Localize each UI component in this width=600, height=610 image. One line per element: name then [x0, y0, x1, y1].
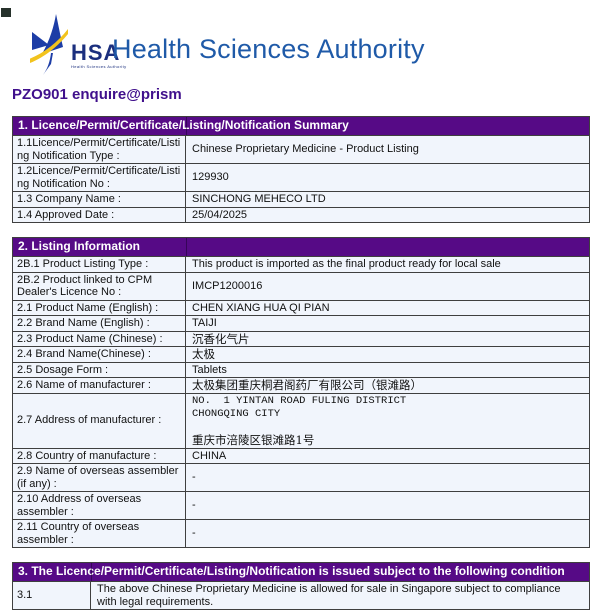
corner-artifact — [1, 8, 11, 17]
section: 2. Listing Information 2B.1 Product List… — [12, 237, 590, 548]
row-value: 129930 — [192, 171, 229, 184]
table-row: 2B.1 Product Listing Type : This product… — [13, 256, 589, 272]
row-label: 2B.2 Product linked to CPM Dealer's Lice… — [13, 272, 186, 300]
document-body: 1. Licence/Permit/Certificate/Listing/No… — [12, 116, 590, 610]
row-value: SINCHONG MEHECO LTD — [192, 193, 326, 205]
hsa-wordmark: HSA Health Sciences Authority — [71, 42, 127, 69]
row-label: 2.7 Address of manufacturer : — [13, 393, 186, 448]
hsa-acronym: HSA — [71, 40, 121, 65]
row-value: 沉香化气片 — [192, 331, 250, 346]
row-label: 2.10 Address of overseas assembler : — [13, 492, 186, 519]
row-value: CHINA — [192, 449, 227, 462]
row-value: 太极 — [192, 347, 215, 361]
table-row: 2B.2 Product linked to CPM Dealer's Lice… — [13, 271, 589, 300]
row-label: 2.5 Dosage Form : — [13, 362, 186, 377]
row-value: 太极集团重庆桐君阁药厂有限公司（银滩路） — [192, 378, 422, 392]
table-row: 1.3 Company Name : SINCHONG MEHECO LTD — [13, 191, 589, 207]
row-label: 1.3 Company Name : — [13, 192, 186, 207]
section: 3. The Licence/Permit/Certificate/Listin… — [12, 562, 590, 610]
row-value: Chinese Proprietary Medicine - Product L… — [192, 143, 419, 156]
table-row: 2.11 Country of overseas assembler : - — [13, 519, 589, 547]
row-value: IMCP1200016 — [192, 279, 263, 292]
row-label: 3.1 — [13, 582, 91, 609]
row-label: 2.9 Name of overseas assembler (if any) … — [13, 464, 186, 491]
table-row: 1.4 Approved Date : 25/04/2025 — [13, 206, 589, 222]
row-value: - — [192, 527, 196, 540]
table-row: 2.8 Country of manufacture : CHINA — [13, 447, 589, 463]
table-row: 2.9 Name of overseas assembler (if any) … — [13, 463, 589, 491]
row-value: TAIJI — [192, 317, 217, 329]
row-value: CHEN XIANG HUA QI PIAN — [192, 301, 330, 314]
section: 1. Licence/Permit/Certificate/Listing/No… — [12, 116, 590, 223]
table-row: 1.2Licence/Permit/Certificate/Listing No… — [13, 163, 589, 191]
form-reference: PZO901 enquire@prism — [12, 86, 182, 103]
authority-title: Health Sciences Authority — [112, 34, 425, 64]
table-row: 2.2 Brand Name (English) : TAIJI — [13, 315, 589, 331]
row-label: 2.1 Product Name (English) : — [13, 300, 186, 315]
section-header: 2. Listing Information — [13, 238, 589, 256]
table-row: 3.1 The above Chinese Proprietary Medici… — [13, 581, 589, 609]
hsa-tagline: Health Sciences Authority — [71, 64, 127, 69]
table-row: 1.1Licence/Permit/Certificate/Listing No… — [13, 135, 589, 163]
row-value: Tablets — [192, 363, 227, 376]
table-row: 2.6 Name of manufacturer : 太极集团重庆桐君阁药厂有限… — [13, 377, 589, 393]
row-label: 2.11 Country of overseas assembler : — [13, 520, 186, 547]
row-label: 1.1Licence/Permit/Certificate/Listing No… — [13, 136, 186, 163]
header: HSA Health Sciences Authority Health Sci… — [0, 0, 600, 80]
row-value: - — [192, 499, 196, 512]
row-label: 1.2Licence/Permit/Certificate/Listing No… — [13, 164, 186, 191]
section-rows: 3.1 The above Chinese Proprietary Medici… — [13, 581, 589, 609]
row-label: 2.8 Country of manufacture : — [13, 448, 186, 463]
table-row: 2.5 Dosage Form : Tablets — [13, 361, 589, 377]
value-line: 重庆市涪陵区银滩路1号 — [192, 432, 315, 447]
row-label: 1.4 Approved Date : — [13, 207, 186, 222]
row-label: 2.3 Product Name (Chinese) : — [13, 331, 186, 346]
section-header: 3. The Licence/Permit/Certificate/Listin… — [13, 563, 589, 581]
row-value: The above Chinese Proprietary Medicine i… — [97, 583, 561, 608]
value-line — [192, 421, 583, 434]
row-label: 2B.1 Product Listing Type : — [13, 257, 186, 272]
value-line: NO. 1 YINTAN ROAD FULING DISTRICT — [192, 394, 407, 407]
hsa-logo-icon — [30, 14, 68, 75]
table-row: 2.4 Brand Name(Chinese) : 太极 — [13, 346, 589, 362]
row-value: 25/04/2025 — [192, 208, 248, 221]
row-label: 2.2 Brand Name (English) : — [13, 316, 186, 331]
table-row: 2.10 Address of overseas assembler : - — [13, 491, 589, 519]
table-row: 2.1 Product Name (English) : CHEN XIANG … — [13, 299, 589, 315]
row-value: This product is imported as the final pr… — [192, 258, 501, 270]
value-line: CHONGQING CITY — [192, 407, 281, 420]
table-row: 2.3 Product Name (Chinese) : 沉香化气片 — [13, 330, 589, 346]
row-label: 2.6 Name of manufacturer : — [13, 378, 186, 393]
section-rows: 2B.1 Product Listing Type : This product… — [13, 256, 589, 547]
section-rows: 1.1Licence/Permit/Certificate/Listing No… — [13, 135, 589, 222]
section-header: 1. Licence/Permit/Certificate/Listing/No… — [13, 117, 589, 135]
row-value: NO. 1 YINTAN ROAD FULING DISTRICT CHONGQI… — [186, 394, 589, 448]
row-value: - — [192, 471, 196, 484]
row-label: 2.4 Brand Name(Chinese) : — [13, 347, 186, 362]
table-row: 2.7 Address of manufacturer : NO. 1 YINT… — [13, 392, 589, 448]
